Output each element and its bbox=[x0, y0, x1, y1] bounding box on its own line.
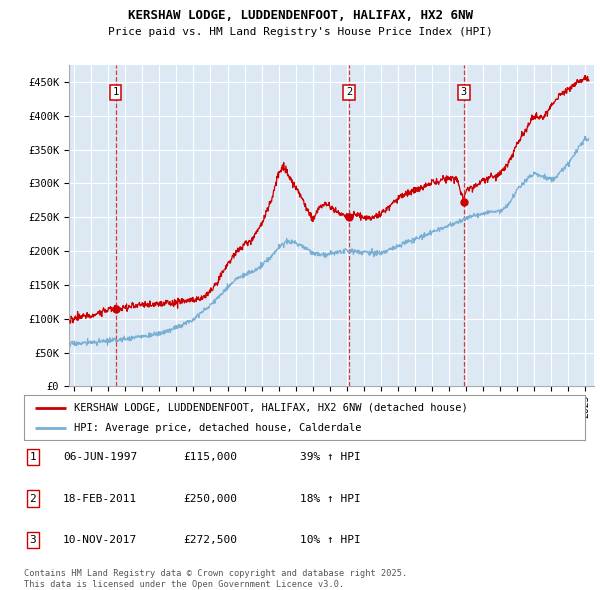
Text: 10% ↑ HPI: 10% ↑ HPI bbox=[300, 535, 361, 545]
Text: 3: 3 bbox=[29, 535, 37, 545]
Text: £115,000: £115,000 bbox=[183, 453, 237, 462]
Text: 2: 2 bbox=[346, 87, 352, 97]
Text: HPI: Average price, detached house, Calderdale: HPI: Average price, detached house, Cald… bbox=[74, 424, 362, 434]
Text: 18% ↑ HPI: 18% ↑ HPI bbox=[300, 494, 361, 503]
Text: Price paid vs. HM Land Registry's House Price Index (HPI): Price paid vs. HM Land Registry's House … bbox=[107, 27, 493, 37]
Text: KERSHAW LODGE, LUDDENDENFOOT, HALIFAX, HX2 6NW: KERSHAW LODGE, LUDDENDENFOOT, HALIFAX, H… bbox=[128, 9, 473, 22]
Text: 18-FEB-2011: 18-FEB-2011 bbox=[63, 494, 137, 503]
Text: 3: 3 bbox=[461, 87, 467, 97]
Text: 06-JUN-1997: 06-JUN-1997 bbox=[63, 453, 137, 462]
Text: 39% ↑ HPI: 39% ↑ HPI bbox=[300, 453, 361, 462]
Text: Contains HM Land Registry data © Crown copyright and database right 2025.
This d: Contains HM Land Registry data © Crown c… bbox=[24, 569, 407, 589]
Text: £250,000: £250,000 bbox=[183, 494, 237, 503]
Text: 2: 2 bbox=[29, 494, 37, 503]
Text: £272,500: £272,500 bbox=[183, 535, 237, 545]
Text: 1: 1 bbox=[29, 453, 37, 462]
Text: 1: 1 bbox=[113, 87, 119, 97]
Text: KERSHAW LODGE, LUDDENDENFOOT, HALIFAX, HX2 6NW (detached house): KERSHAW LODGE, LUDDENDENFOOT, HALIFAX, H… bbox=[74, 403, 468, 412]
Text: 10-NOV-2017: 10-NOV-2017 bbox=[63, 535, 137, 545]
